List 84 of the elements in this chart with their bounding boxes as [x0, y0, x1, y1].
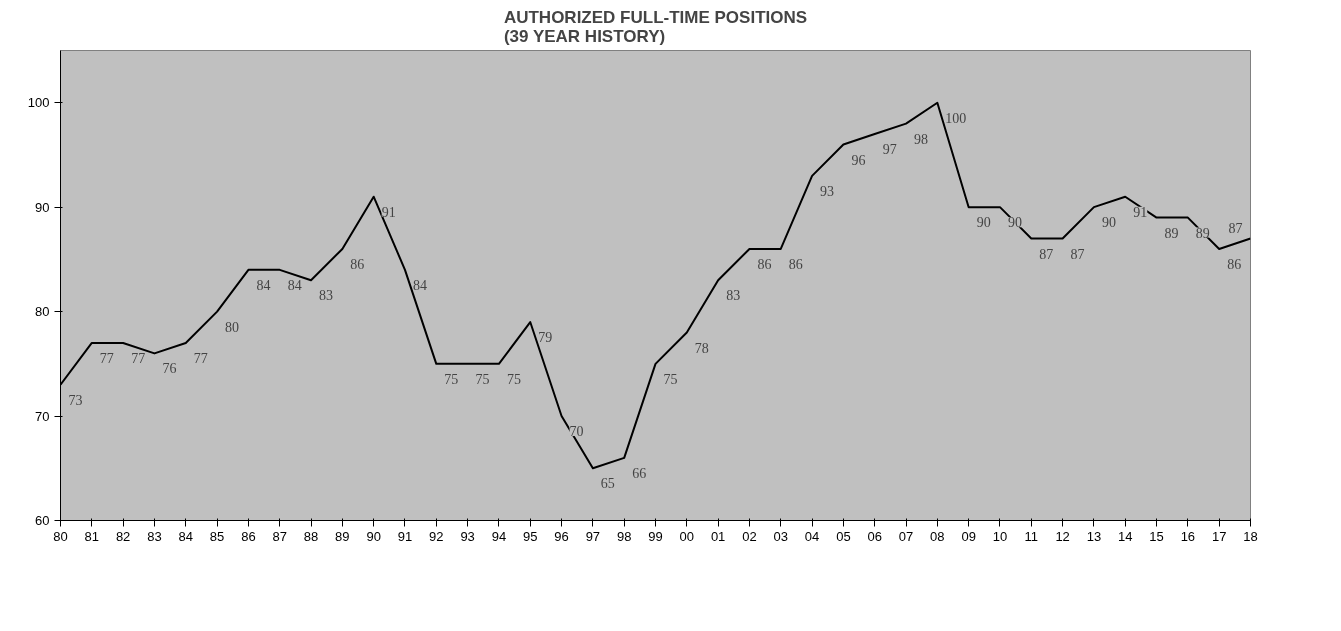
- y-tick-label: 70: [35, 408, 50, 424]
- data-label: 70: [569, 424, 584, 440]
- data-label: 84: [287, 277, 302, 293]
- x-tick-label: 09: [961, 528, 976, 544]
- data-label: 86: [1227, 256, 1242, 272]
- data-label: 83: [319, 288, 334, 304]
- x-tick-label: 17: [1211, 528, 1227, 544]
- data-label: 87: [1039, 246, 1054, 262]
- x-tick-label: 02: [742, 528, 757, 544]
- x-tick-label: 15: [1149, 528, 1164, 544]
- x-tick-label: 89: [335, 528, 350, 544]
- x-tick-label: 00: [679, 528, 695, 544]
- x-tick-label: 82: [115, 528, 131, 544]
- data-label: 90: [1101, 215, 1116, 231]
- x-tick-label: 96: [554, 528, 569, 544]
- x-tick-label: 01: [710, 528, 726, 544]
- data-label: 75: [475, 371, 490, 387]
- y-tick-label: 60: [35, 513, 50, 528]
- y-tick-label: 100: [27, 95, 50, 111]
- data-label: 75: [444, 371, 459, 387]
- chart-title: AUTHORIZED FULL-TIME POSITIONS (39 YEAR HISTORY): [503, 7, 808, 46]
- x-tick-label: 97: [585, 528, 601, 544]
- x-tick-label: 88: [303, 528, 319, 544]
- x-tick-label: 83: [147, 528, 162, 544]
- y-tick-label: 80: [35, 304, 50, 320]
- data-label: 78: [694, 340, 709, 356]
- data-label: 89: [1195, 225, 1210, 241]
- x-tick-label: 10: [992, 528, 1008, 544]
- x-tick-label: 06: [867, 528, 882, 544]
- x-tick-label: 81: [84, 528, 100, 544]
- x-tick-label: 11: [1024, 528, 1039, 544]
- x-tick-label: 98: [616, 528, 632, 544]
- x-tick-label: 80: [53, 528, 68, 544]
- x-tick-label: 16: [1180, 528, 1196, 544]
- data-label: 75: [506, 371, 521, 387]
- data-label: 90: [976, 215, 991, 231]
- x-tick-label: 84: [178, 528, 193, 544]
- data-label: 91: [1133, 204, 1148, 220]
- data-label: 100: [945, 110, 967, 126]
- data-label: 80: [225, 319, 240, 335]
- x-tick-label: 12: [1055, 528, 1070, 544]
- data-label: 79: [538, 330, 553, 346]
- data-label: 84: [256, 277, 271, 293]
- x-tick-label: 18: [1243, 528, 1258, 544]
- data-label: 86: [350, 256, 365, 272]
- data-label: 98: [914, 131, 929, 147]
- data-label: 86: [788, 256, 803, 272]
- data-label: 84: [412, 277, 427, 293]
- x-tick-label: 94: [491, 528, 507, 544]
- data-label: 93: [820, 183, 835, 199]
- x-tick-label: 95: [523, 528, 538, 544]
- data-label: 89: [1164, 225, 1179, 241]
- data-label: 97: [882, 142, 897, 158]
- x-tick-label: 04: [804, 528, 820, 544]
- x-tick-label: 14: [1118, 528, 1133, 544]
- data-label: 75: [663, 371, 678, 387]
- x-tick-label: 87: [272, 528, 287, 544]
- x-tick-label: 93: [460, 528, 475, 544]
- x-tick-label: 13: [1086, 528, 1102, 544]
- data-label: 83: [726, 288, 741, 304]
- x-tick-label: 86: [241, 528, 256, 544]
- x-tick-label: 07: [898, 528, 914, 544]
- data-label: 90: [1007, 215, 1022, 231]
- x-tick-label: 99: [648, 528, 663, 544]
- x-tick-label: 92: [429, 528, 444, 544]
- data-label: 96: [851, 152, 866, 168]
- data-label: 87: [1228, 220, 1243, 236]
- x-tick-label: 05: [836, 528, 851, 544]
- data-label: 77: [193, 350, 208, 366]
- x-tick-label: 85: [209, 528, 225, 544]
- data-label: 76: [162, 361, 177, 377]
- x-tick-label: 08: [930, 528, 945, 544]
- data-label: 77: [131, 350, 146, 366]
- data-label: 86: [757, 256, 772, 272]
- y-tick-label: 90: [35, 199, 50, 215]
- data-label: 91: [381, 204, 396, 220]
- x-tick-label: 91: [397, 528, 413, 544]
- x-tick-label: 90: [366, 528, 381, 544]
- data-label: 87: [1070, 246, 1085, 262]
- data-label: 66: [632, 465, 647, 481]
- data-label: 65: [600, 476, 615, 492]
- x-tick-label: 03: [773, 528, 788, 544]
- data-label: 77: [99, 350, 114, 366]
- data-label: 73: [68, 392, 83, 408]
